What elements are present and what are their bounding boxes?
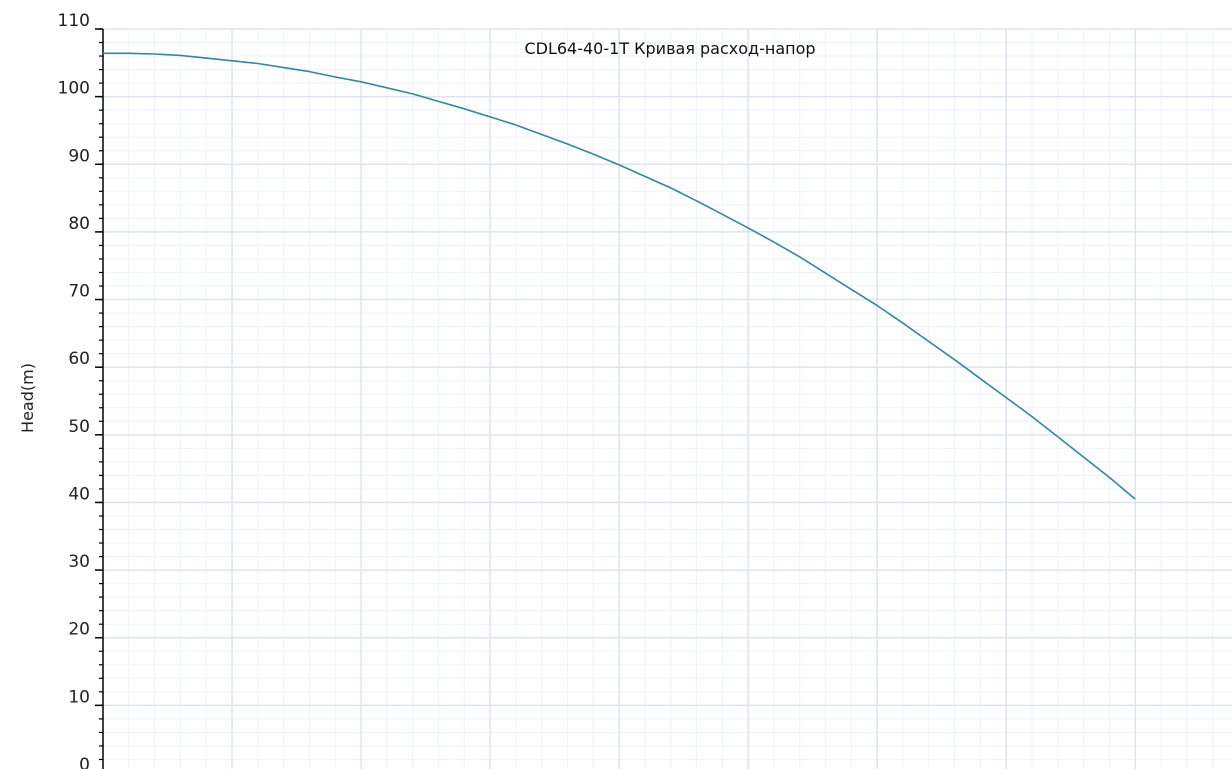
y-tick-label: 50: [68, 417, 90, 437]
y-tick-label: 30: [68, 552, 90, 572]
y-tick-label: 100: [58, 79, 90, 99]
y-tick-label: 110: [58, 11, 90, 31]
y-axis-title: Head(m): [18, 363, 37, 433]
series-line: [103, 52, 1136, 500]
y-tick-label: 40: [68, 484, 90, 504]
y-tick-label: 20: [68, 620, 90, 640]
y-tick-label: 70: [68, 282, 90, 302]
major-gridlines: [103, 28, 1232, 769]
y-tick-label: 0: [79, 755, 90, 769]
chart-title: CDL64-40-1T Кривая расход-напор: [524, 39, 815, 58]
y-tick-label: 90: [68, 146, 90, 166]
y-tick-label: 80: [68, 214, 90, 234]
y-axis: 0 10 20 30 40 50 60 70 80 90 100 110: [58, 11, 104, 769]
minor-gridlines: [102, 28, 1232, 769]
y-tick-label: 60: [68, 349, 90, 369]
series-layer: [103, 52, 1136, 500]
y-tick-label: 10: [68, 687, 90, 707]
